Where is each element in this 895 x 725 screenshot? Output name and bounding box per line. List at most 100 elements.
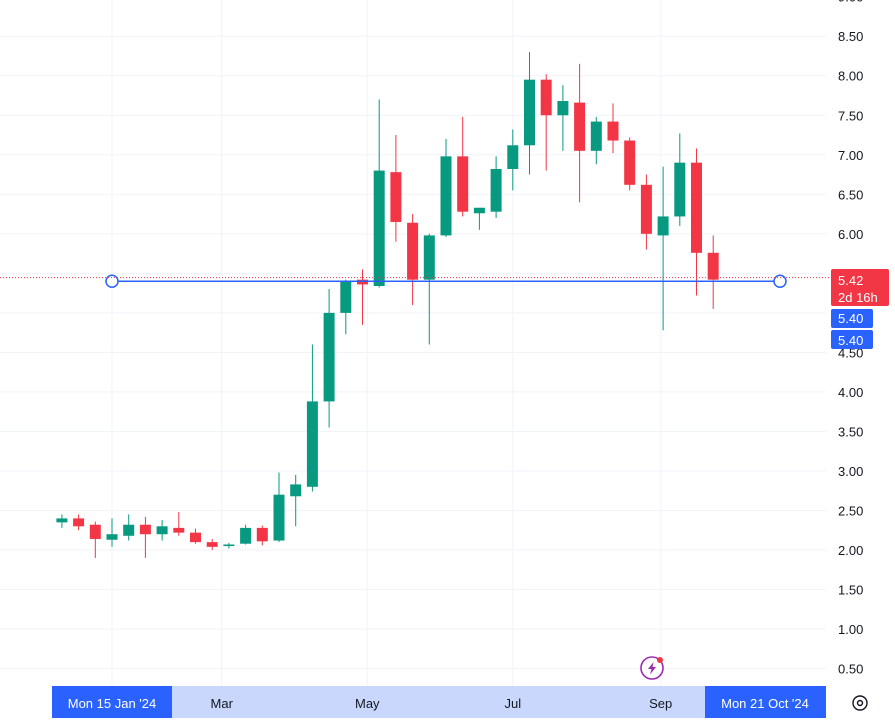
candle: [440, 138, 452, 237]
candle: [707, 235, 719, 309]
candle-body: [457, 156, 469, 212]
candle: [524, 52, 535, 175]
candle: [540, 74, 552, 171]
candle-body: [190, 532, 201, 543]
candle-body: [240, 527, 252, 544]
candle-body: [540, 79, 552, 116]
candle: [206, 538, 218, 551]
candle-body: [223, 544, 235, 547]
candle-body: [691, 162, 702, 253]
candle: [423, 233, 435, 345]
candle: [223, 542, 235, 549]
candle-body: [507, 145, 519, 170]
price-tick-label: 8.00: [838, 69, 863, 84]
candle: [240, 524, 252, 545]
candle-body: [607, 121, 619, 141]
price-tick-label: 2.50: [838, 504, 863, 519]
horizontal-line-drawing[interactable]: [105, 274, 787, 289]
candle: [173, 512, 185, 536]
candle-body: [306, 401, 318, 487]
price-tick-label: 7.50: [838, 108, 863, 123]
price-tick-label: 1.50: [838, 583, 863, 598]
price-tick-label: 7.00: [838, 148, 863, 163]
candle-body: [557, 101, 569, 116]
settings-gear-icon[interactable]: [852, 695, 868, 711]
candle-body: [56, 518, 68, 523]
price-tick-label: 6.00: [838, 227, 863, 242]
time-range-highlight: [52, 686, 826, 718]
candle-body: [323, 312, 335, 402]
candle: [273, 472, 285, 543]
candle: [373, 99, 385, 288]
candle-body: [273, 494, 285, 541]
candle: [256, 525, 268, 546]
time-tick-label: Sep: [649, 696, 672, 711]
candle: [106, 518, 118, 547]
candle: [56, 514, 68, 528]
candle-body: [657, 216, 669, 236]
candle: [490, 156, 502, 219]
candle: [674, 133, 686, 226]
candle: [657, 166, 669, 331]
candle-body: [357, 279, 368, 285]
candle-body: [340, 281, 352, 313]
candle-body: [590, 121, 602, 151]
candle: [557, 85, 569, 151]
candle-body: [640, 184, 652, 234]
candle: [323, 289, 335, 428]
candle-body: [390, 172, 402, 222]
candle: [457, 116, 469, 217]
candle: [73, 514, 85, 531]
candle: [123, 514, 135, 541]
price-tick-label: 8.50: [838, 29, 863, 44]
time-tick-label: May: [355, 696, 380, 711]
candle-body: [674, 162, 686, 217]
candle-body: [106, 534, 118, 540]
candle: [290, 474, 302, 527]
line-price-value-2: 5.40: [838, 333, 863, 348]
candle: [407, 214, 419, 305]
candle: [607, 103, 619, 154]
candle-body: [373, 170, 385, 286]
time-axis[interactable]: Mon 15 Jan '24 Mon 21 Oct '24 Mar May Jul S…: [52, 686, 826, 718]
candle-body: [624, 140, 636, 185]
price-tick-label: 3.50: [838, 424, 863, 439]
last-price-value: 5.42: [838, 273, 863, 288]
candle: [473, 207, 485, 230]
price-tick-label: 1.00: [838, 622, 863, 637]
candle-body: [423, 235, 435, 280]
lightning-icon[interactable]: [640, 656, 664, 680]
candle: [306, 344, 318, 492]
range-end-tag: [705, 686, 826, 718]
candle: [139, 516, 151, 558]
countdown-value: 2d 16h: [838, 290, 878, 305]
price-tick-label: 4.50: [838, 345, 863, 360]
range-end-label: Mon 21 Oct '24: [721, 696, 809, 711]
candle: [190, 528, 201, 544]
candle-body: [524, 79, 535, 146]
range-start-label: Mon 15 Jan '24: [68, 696, 157, 711]
candle: [691, 148, 702, 296]
candle: [574, 63, 586, 203]
candle-body: [440, 156, 452, 236]
candle: [390, 135, 402, 242]
candle: [624, 137, 636, 191]
candle-body: [407, 222, 419, 280]
line-price-value-1: 5.40: [838, 311, 863, 326]
candle-body: [73, 518, 85, 527]
price-tick-label: 0.50: [838, 662, 863, 677]
line-handle-right[interactable]: [773, 274, 787, 289]
candle: [89, 521, 101, 558]
line-handle-left[interactable]: [105, 274, 119, 289]
candle-body: [707, 252, 719, 280]
candle: [640, 174, 652, 250]
candle: [156, 519, 168, 541]
price-tick-label: 6.50: [838, 187, 863, 202]
price-tick-label: 2.00: [838, 543, 863, 558]
candle: [507, 129, 519, 191]
candle-body: [206, 542, 218, 547]
candle-body: [89, 524, 101, 539]
candle-body: [473, 207, 485, 214]
price-tick-label: 3.00: [838, 464, 863, 479]
